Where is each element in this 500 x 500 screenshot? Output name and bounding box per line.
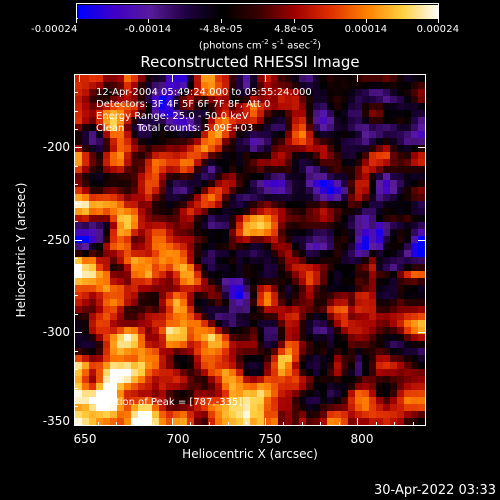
- colorbar-tick-label: -0.00014: [124, 24, 172, 35]
- colorbar-tick: [221, 19, 222, 23]
- info-clean-counts: Clean Total counts: 5.09E+03: [96, 123, 254, 134]
- colorbar-units: (photons cm-2 s-1 asec-2): [198, 38, 322, 52]
- colorbar-tick-label: 4.8e-05: [274, 24, 314, 35]
- colorbar-tick: [438, 19, 439, 23]
- y-tick-label: -300: [42, 325, 70, 339]
- y-tick-label: -250: [42, 233, 70, 247]
- colorbar-tick: [148, 19, 149, 23]
- colorbar-tick-label: 0.00014: [344, 24, 388, 35]
- colorbar-tick-label: 0.00024: [416, 24, 460, 35]
- timestamp: 30-Apr-2022 03:33: [374, 483, 496, 498]
- x-tick-label: 800: [350, 432, 374, 446]
- colorbar: [76, 3, 439, 19]
- colorbar-tick: [76, 19, 77, 23]
- info-energy-range: Energy Range: 25.0 - 50.0 keV: [96, 111, 249, 122]
- colorbar-tick: [366, 19, 367, 23]
- rhessi-image: [75, 75, 425, 425]
- x-axis-label: Heliocentric X (arcsec): [182, 447, 318, 461]
- x-tick-label: 700: [166, 432, 190, 446]
- y-axis-label: Heliocentric Y (arcsec): [14, 182, 28, 318]
- x-tick-label: 750: [258, 432, 282, 446]
- y-tick-label: -350: [42, 414, 70, 428]
- colorbar-tick-label: -0.00024: [31, 24, 78, 35]
- x-tick-label: 650: [73, 432, 97, 446]
- colorbar-tick-label: -4.8e-05: [199, 24, 243, 35]
- colorbar-tick: [294, 19, 295, 23]
- colorbar-gradient: [78, 5, 439, 19]
- plot-title: Reconstructed RHESSI Image: [140, 53, 360, 71]
- info-detectors: Detectors: 3F 4F 5F 6F 7F 8F, Att 0: [96, 99, 271, 110]
- y-tick-label: -200: [42, 140, 70, 154]
- info-peak-position: Position of Peak = [787,-335]: [96, 397, 243, 408]
- info-time-range: 12-Apr-2004 05:49:24.000 to 05:55:24.000: [96, 87, 312, 98]
- image-plot: [74, 74, 426, 426]
